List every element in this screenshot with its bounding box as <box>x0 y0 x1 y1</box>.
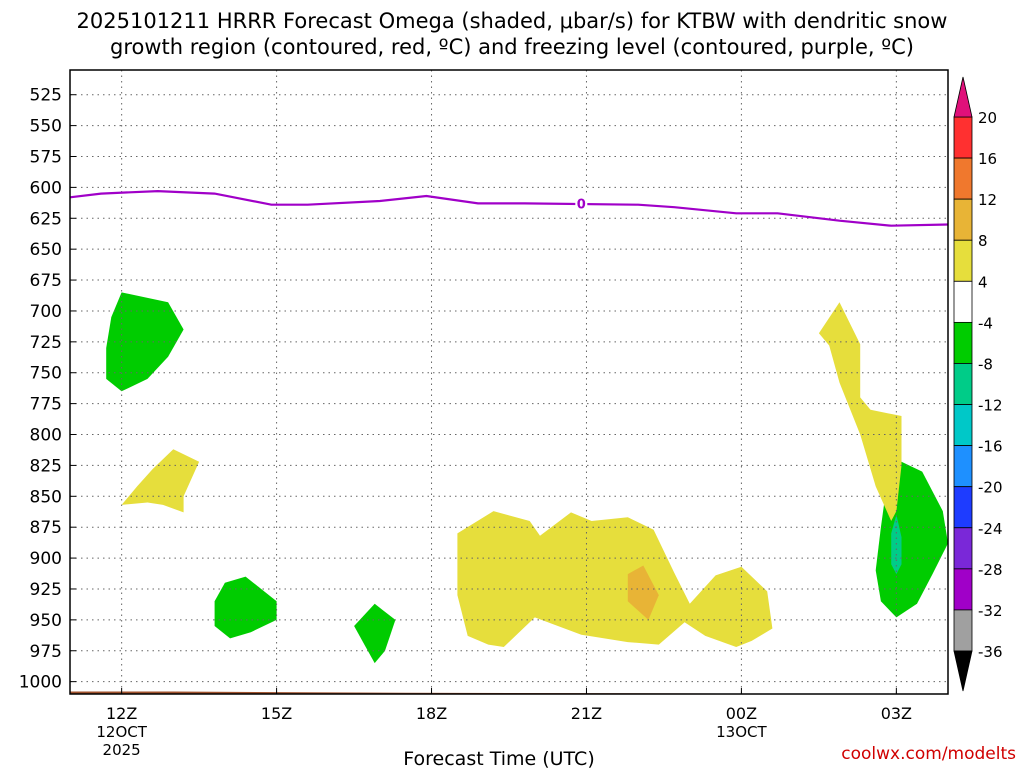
y-tick-label: 725 <box>30 333 62 353</box>
omega-region-descent-2-core <box>627 565 659 620</box>
x-tick-sublabel: 2025 <box>103 741 141 759</box>
y-tick-label: 625 <box>30 209 62 229</box>
x-axis-label: Forecast Time (UTC) <box>403 748 594 768</box>
colorbar-bottom-arrow <box>953 650 973 692</box>
chart-title-line-1: 2025101211 HRRR Forecast Omega (shaded, … <box>76 9 948 33</box>
y-tick-label: 575 <box>30 147 62 167</box>
x-tick-label: 03Z <box>881 704 912 723</box>
grid-layer <box>70 70 948 694</box>
omega-regions <box>106 292 948 664</box>
y-tick-label: 1000 <box>19 673 62 693</box>
colorbar-label: -36 <box>978 643 1003 661</box>
y-tick-label: 775 <box>30 395 62 415</box>
y-tick-label: 525 <box>30 86 62 106</box>
x-tick-sublabel: 13OCT <box>716 723 767 741</box>
y-tick-label: 925 <box>30 580 62 600</box>
y-tick-label: 750 <box>30 364 62 384</box>
x-tick-sublabel: 12OCT <box>96 723 147 741</box>
colorbar-label: 12 <box>978 191 997 209</box>
omega-region-ascent-3 <box>354 603 396 664</box>
freezing-level-label: 0 <box>577 197 586 212</box>
omega-region-ascent-2 <box>214 576 277 639</box>
y-tick-label: 700 <box>30 302 62 322</box>
colorbar-bin <box>953 116 973 159</box>
colorbar-bin <box>953 321 973 364</box>
colorbar-bin <box>953 280 973 323</box>
colorbar-bin <box>953 486 973 529</box>
colorbar-label: 16 <box>978 150 997 168</box>
colorbar-label: -12 <box>978 397 1003 415</box>
freezing-level-label-bg <box>575 195 588 212</box>
y-tick-label: 800 <box>30 426 62 446</box>
plot-frame <box>69 69 949 695</box>
colorbar-bin <box>953 445 973 488</box>
y-tick-label: 675 <box>30 271 62 291</box>
y-tick-label: 950 <box>30 611 62 631</box>
colorbar-label: 8 <box>978 232 988 250</box>
y-tick-label: 650 <box>30 240 62 260</box>
colorbar-top-arrow <box>953 76 973 118</box>
y-tick-label: 600 <box>30 178 62 198</box>
x-tick-label: 12Z <box>106 704 137 723</box>
y-tick-label: 825 <box>30 456 62 476</box>
colorbar-bin <box>953 239 973 282</box>
omega-region-descent-1 <box>121 449 200 513</box>
colorbar-bin <box>953 404 973 447</box>
colorbar-bin <box>953 568 973 611</box>
y-tick-label: 875 <box>30 518 62 538</box>
colorbar-label: -16 <box>978 438 1003 456</box>
y-tick-label: 550 <box>30 117 62 137</box>
colorbar-label: -28 <box>978 561 1003 579</box>
omega-region-descent-2 <box>457 511 773 647</box>
x-tick-label: 18Z <box>416 704 447 723</box>
omega-region-ascent-1 <box>106 292 184 392</box>
x-tick-label: 15Z <box>261 704 292 723</box>
colorbar: 20 16 12 8 4 -4 -8 -12 -16 -20 -24 -28 -32 -36 <box>953 76 1003 692</box>
colorbar-label: -24 <box>978 520 1003 538</box>
colorbar-label: -20 <box>978 479 1003 497</box>
colorbar-label: 20 <box>978 109 997 127</box>
omega-region-descent-3 <box>818 302 902 521</box>
colorbar-bin <box>953 363 973 405</box>
colorbar-label: -8 <box>978 355 993 373</box>
colorbar-bin <box>953 198 973 241</box>
x-tick-label: 00Z <box>726 704 757 723</box>
y-tick-label: 975 <box>30 642 62 662</box>
y-axis: 525 550 575 600 625 650 675 700 725 750 775 800 825 8… <box>19 86 76 693</box>
freezing-level-line <box>69 189 949 227</box>
colorbar-bin <box>953 157 973 200</box>
chart-title-line-2: growth region (contoured, red, ºC) and f… <box>110 35 914 59</box>
credit-text: coolwx.com/modelts <box>841 744 1016 764</box>
colorbar-bin <box>953 609 973 652</box>
y-tick-label: 850 <box>30 487 62 507</box>
y-tick-label: 900 <box>30 549 62 569</box>
freezing-level-layer: 0 <box>69 189 949 227</box>
colorbar-label: 4 <box>978 273 988 291</box>
x-tick-label: 21Z <box>571 704 602 723</box>
colorbar-label: -4 <box>978 314 993 332</box>
colorbar-label: -32 <box>978 602 1003 620</box>
colorbar-bin <box>953 527 973 570</box>
